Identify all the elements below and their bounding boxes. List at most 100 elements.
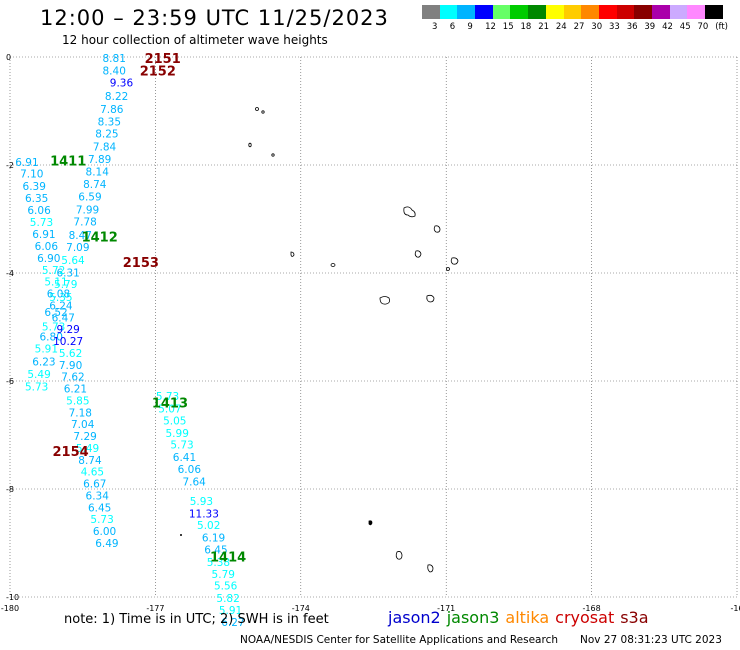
pass-label: 1411: [50, 155, 86, 170]
swh-value: 6.23: [32, 357, 55, 369]
y-tick-label: -6: [6, 377, 14, 386]
island-outline: [426, 294, 435, 303]
island-outline: [271, 153, 275, 157]
y-tick-label: 0: [6, 53, 11, 62]
swh-value: 5.72: [42, 265, 65, 277]
legend-label: 33: [609, 22, 620, 32]
legend-swatch: [616, 5, 635, 19]
x-tick-label: -174: [292, 604, 310, 613]
legend-swatch: [545, 5, 564, 19]
swh-value: 5.91: [219, 605, 242, 617]
legend-label: 24: [555, 22, 567, 32]
y-tick-label: -10: [6, 593, 19, 602]
swh-value: 6.91: [15, 157, 38, 169]
generation-timestamp: Nov 27 08:31:23 UTC 2023: [580, 634, 722, 646]
legend-swatch: [669, 5, 688, 19]
satellite-legend: jason2 jason3 altika cryosat s3a: [388, 608, 655, 627]
swh-value: 6.19: [202, 533, 225, 545]
credit-line: NOAA/NESDIS Center for Satellite Applica…: [240, 634, 558, 646]
swh-value: 7.78: [73, 217, 96, 229]
legend-label: 21: [538, 22, 550, 32]
island-outline: [330, 263, 336, 267]
swh-value: 6.45: [88, 502, 111, 514]
legend-label: 45: [679, 22, 691, 32]
swh-value: 5.02: [197, 520, 220, 532]
swh-value: 5.64: [61, 255, 85, 267]
swh-value: 6.06: [178, 464, 202, 476]
satellite-name: cryosat: [555, 608, 615, 627]
swh-value: 6.41: [173, 452, 196, 464]
swh-value: 6.49: [95, 538, 118, 550]
swh-value: 6.31: [56, 267, 79, 279]
swh-value: 8.14: [86, 166, 110, 178]
swh-value: 6.08: [47, 289, 70, 301]
swh-value: 9.36: [110, 77, 134, 89]
swh-value: 7.10: [20, 169, 43, 181]
map-subtitle: 12 hour collection of altimeter wave hei…: [62, 33, 328, 47]
pass-label: 1413: [152, 397, 188, 412]
swh-value: 7.62: [61, 372, 84, 384]
satellite-name: jason3: [446, 608, 500, 627]
swh-value: 6.47: [52, 312, 75, 324]
swh-readings: 8.818.409.36 8.227.868.358.257.847.898.14…: [15, 53, 244, 629]
swh-value: 8.35: [98, 116, 121, 128]
legend-swatch: [457, 5, 476, 19]
pass-label: 2154: [52, 445, 88, 460]
swh-legend-labels: 3 6 9 12 15 18 21 24 27 30 33 36 39 42 45 70 (ft): [422, 22, 740, 34]
legend-label: 27: [573, 22, 585, 32]
pass-label: 2151: [145, 52, 181, 67]
legend-label: 12: [485, 22, 496, 32]
swh-value: 5.73: [25, 381, 48, 393]
swh-value: 5.11: [44, 277, 67, 289]
satellite-name: s3a: [620, 608, 649, 627]
legend-label: 36: [626, 22, 638, 32]
swh-value: 6.27: [221, 617, 244, 629]
island-outline: [368, 520, 373, 526]
swh-color-legend: [422, 5, 723, 19]
swh-value: 6.39: [23, 181, 46, 193]
island-outline: [446, 267, 450, 271]
x-tick-label: -171: [437, 604, 455, 613]
swh-value: 8.74: [78, 455, 102, 467]
swh-value: 5.91: [35, 344, 58, 356]
swh-value: 8.47: [69, 230, 92, 242]
legend-swatch: [651, 5, 670, 19]
legend-label: (ft): [715, 22, 728, 32]
swh-value: 5.73: [30, 217, 53, 229]
swh-value: 5.79: [54, 279, 77, 291]
swh-value: 5.05: [163, 415, 186, 427]
legend-label: 30: [591, 22, 603, 32]
x-tick-label: -180: [1, 604, 19, 613]
legend-label: 39: [644, 22, 656, 32]
legend-swatch: [492, 5, 511, 19]
swh-value: 5.49: [27, 369, 50, 381]
island-outline: [261, 110, 265, 114]
legend-label: 6: [449, 22, 456, 32]
legend-swatch: [422, 5, 440, 19]
x-tick-label: -16: [730, 604, 740, 613]
swh-value: 6.52: [44, 307, 67, 319]
swh-value: 7.04: [71, 419, 95, 431]
footnote: note: 1) Time is in UTC; 2) SWH is in fe…: [64, 612, 329, 627]
island-outlines: [180, 107, 459, 573]
satellite-name: altika: [505, 608, 550, 627]
island-outline: [180, 534, 182, 536]
swh-value: 6.35: [25, 193, 48, 205]
swh-value: 7.86: [100, 104, 124, 116]
x-tick-label: -168: [583, 604, 601, 613]
island-outline: [403, 206, 416, 218]
pass-label: 2152: [140, 65, 176, 80]
swh-value: 7.84: [93, 142, 117, 154]
pass-label: 2153: [123, 256, 159, 271]
swh-value: 5.82: [216, 593, 239, 605]
swh-value: 8.81: [103, 53, 126, 65]
legend-swatch: [510, 5, 529, 19]
island-outline: [427, 564, 434, 573]
pass-label: 1414: [210, 551, 246, 566]
satellite-name: jason2: [388, 608, 441, 627]
swh-value: 6.24: [49, 300, 73, 312]
island-outline: [248, 142, 252, 148]
legend-swatch: [598, 5, 617, 19]
swh-value: 6.34: [86, 490, 110, 502]
island-outline: [414, 250, 422, 258]
